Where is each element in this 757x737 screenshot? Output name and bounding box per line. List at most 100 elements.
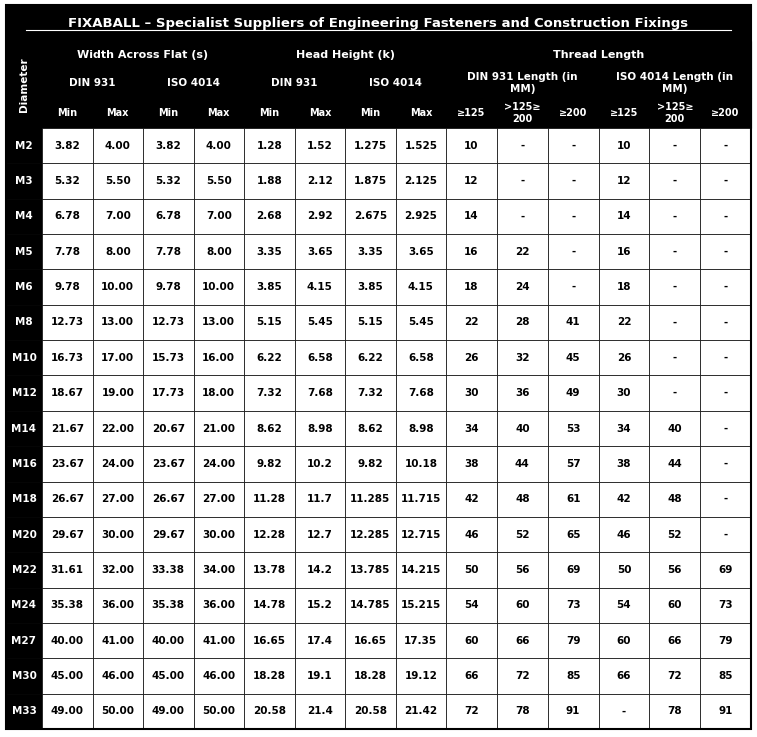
Text: 8.98: 8.98 (408, 424, 434, 433)
Text: 18.00: 18.00 (202, 388, 235, 398)
Text: 12: 12 (464, 176, 478, 186)
Bar (244, 517, 294, 552)
Text: 6.58: 6.58 (408, 353, 434, 363)
Text: 5.45: 5.45 (307, 318, 333, 327)
Text: 5.15: 5.15 (257, 318, 282, 327)
Bar (42, 199, 92, 234)
Text: ≥125: ≥125 (610, 108, 638, 118)
Text: 23.67: 23.67 (151, 459, 185, 469)
Text: 34: 34 (617, 424, 631, 433)
Bar (497, 481, 548, 517)
Bar (143, 411, 194, 446)
Text: 9.82: 9.82 (357, 459, 383, 469)
Bar (6, 517, 42, 552)
Text: 16: 16 (617, 247, 631, 256)
Text: -: - (724, 318, 727, 327)
Bar (396, 270, 446, 305)
Text: 12.28: 12.28 (253, 530, 286, 539)
Bar (42, 517, 92, 552)
Bar (396, 587, 446, 623)
Bar (599, 164, 650, 199)
Text: -: - (621, 706, 626, 716)
Text: 23.67: 23.67 (51, 459, 84, 469)
Text: Thread Length: Thread Length (553, 49, 644, 60)
Text: 10: 10 (464, 141, 478, 150)
Bar (548, 305, 599, 340)
Text: 6.78: 6.78 (55, 212, 80, 221)
Bar (497, 305, 548, 340)
Text: M18: M18 (11, 495, 36, 504)
Bar (345, 658, 396, 694)
Bar (548, 481, 599, 517)
Text: -: - (724, 424, 727, 433)
Text: -: - (520, 176, 525, 186)
Text: Min: Min (259, 108, 279, 118)
Bar (650, 98, 700, 128)
Text: 27.00: 27.00 (202, 495, 235, 504)
Text: 17.35: 17.35 (404, 635, 438, 646)
Bar (143, 658, 194, 694)
Text: -: - (673, 353, 677, 363)
Text: 79: 79 (566, 635, 581, 646)
Bar (294, 98, 345, 128)
Text: Max: Max (410, 108, 432, 118)
Text: -: - (673, 141, 677, 150)
Bar (446, 199, 497, 234)
Bar (700, 411, 751, 446)
Bar (194, 128, 244, 164)
Text: M2: M2 (15, 141, 33, 150)
Bar (396, 164, 446, 199)
Text: Max: Max (107, 108, 129, 118)
Text: ISO 4014: ISO 4014 (167, 78, 220, 88)
Text: 66: 66 (464, 671, 478, 681)
Text: 57: 57 (565, 459, 581, 469)
Bar (194, 164, 244, 199)
Bar (42, 658, 92, 694)
Text: 14.215: 14.215 (400, 565, 441, 575)
Bar (6, 658, 42, 694)
Text: 10.2: 10.2 (307, 459, 333, 469)
Bar (6, 587, 42, 623)
Bar (650, 694, 700, 729)
Bar (6, 411, 42, 446)
Text: Max: Max (309, 108, 331, 118)
Text: -: - (724, 530, 727, 539)
Text: -: - (571, 141, 575, 150)
Bar (294, 234, 345, 270)
Text: DIN 931: DIN 931 (70, 78, 116, 88)
Text: 38: 38 (617, 459, 631, 469)
Bar (599, 270, 650, 305)
Text: 6.78: 6.78 (155, 212, 181, 221)
Text: 28: 28 (515, 318, 530, 327)
Bar (294, 517, 345, 552)
Bar (194, 587, 244, 623)
Text: 2.925: 2.925 (404, 212, 438, 221)
Bar (446, 481, 497, 517)
Text: M22: M22 (11, 565, 36, 575)
Bar (92, 340, 143, 375)
Bar (42, 41, 244, 68)
Bar (42, 68, 143, 98)
Bar (143, 340, 194, 375)
Text: 10: 10 (617, 141, 631, 150)
Text: 4.15: 4.15 (408, 282, 434, 292)
Bar (599, 694, 650, 729)
Bar (92, 481, 143, 517)
Bar (650, 305, 700, 340)
Text: 5.50: 5.50 (206, 176, 232, 186)
Bar (497, 411, 548, 446)
Bar (345, 517, 396, 552)
Text: 14: 14 (464, 212, 479, 221)
Bar (700, 375, 751, 411)
Bar (194, 658, 244, 694)
Text: 1.28: 1.28 (257, 141, 282, 150)
Bar (345, 128, 396, 164)
Text: 66: 66 (668, 635, 682, 646)
Bar (396, 305, 446, 340)
Bar (143, 694, 194, 729)
Bar (6, 481, 42, 517)
Text: 6.58: 6.58 (307, 353, 333, 363)
Bar (143, 68, 244, 98)
Text: 13.785: 13.785 (350, 565, 391, 575)
Bar (244, 199, 294, 234)
